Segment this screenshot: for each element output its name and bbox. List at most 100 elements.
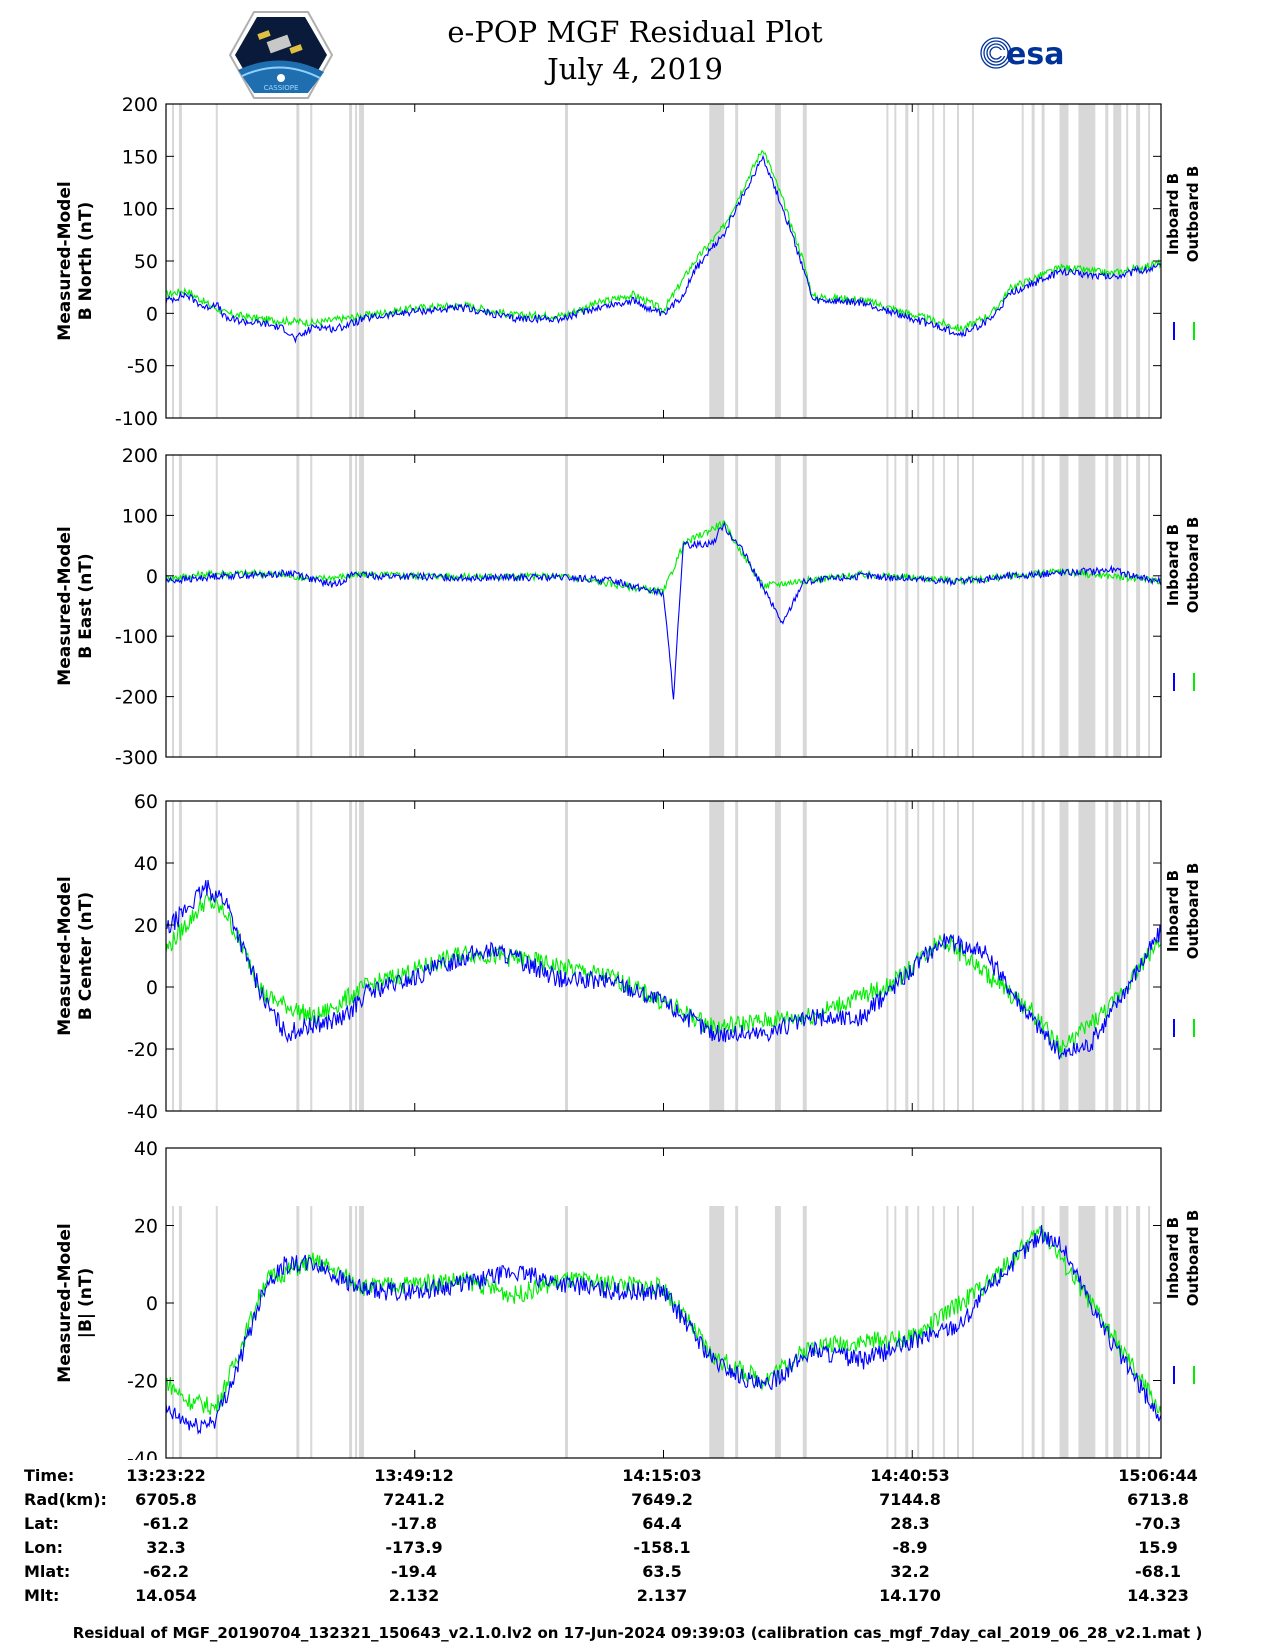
data-gap-region [1126, 1206, 1129, 1458]
legend-label: Inboard B [1164, 1217, 1182, 1299]
data-gap-region [735, 455, 739, 757]
data-gap-region [1059, 455, 1069, 757]
data-gap-region [171, 1206, 174, 1458]
data-gap-region [1059, 801, 1069, 1111]
y-axis-label-line1: Measured-Model [55, 876, 75, 1035]
data-gap-region [971, 104, 974, 418]
y-tick-label: -100 [115, 408, 158, 430]
info-cell: 14:40:53 [870, 1466, 950, 1485]
data-gap-region [296, 455, 300, 757]
panel-2: -300 -200 -100 0 100 200 Measured-Model B East … [55, 445, 1202, 769]
y-tick-label: 0 [146, 977, 158, 999]
y-tick-label: 200 [122, 94, 158, 116]
info-cell: 7649.2 [631, 1490, 693, 1509]
info-cell: -17.8 [390, 1514, 438, 1533]
data-gap-region [957, 104, 960, 418]
y-tick-label: 100 [122, 505, 158, 527]
data-gap-region [1078, 1206, 1096, 1458]
data-gap-region [1148, 1206, 1151, 1458]
data-gap-region [1126, 104, 1129, 418]
y-axis-label-line2: |B| (nT) [76, 1268, 96, 1339]
data-gap-region [774, 455, 781, 757]
data-gap-region [564, 104, 568, 418]
info-cell: 13:23:22 [126, 1466, 206, 1485]
esa-logo-text: esa [1006, 37, 1064, 70]
data-gap-region [894, 455, 897, 757]
y-tick-label: 20 [134, 915, 158, 937]
y-tick-label: -20 [127, 1039, 158, 1061]
data-gap-region [943, 801, 946, 1111]
y-tick-label: 40 [134, 853, 158, 875]
data-gap-region [355, 1206, 358, 1458]
legend-label: Outboard B [1184, 863, 1202, 960]
data-gap-region [774, 801, 781, 1111]
series-line-inboard-b [165, 879, 1162, 1060]
data-gap-region [349, 801, 353, 1111]
info-row-label: Rad(km): [24, 1490, 107, 1509]
data-gap-region [709, 104, 725, 418]
plot-frame [165, 103, 1162, 419]
data-gap-region [1148, 455, 1151, 757]
y-tick-label: -300 [115, 747, 158, 769]
data-gap-region [957, 1206, 960, 1458]
series-line-inboard-b [165, 1225, 1162, 1436]
data-gap-region [310, 1206, 313, 1458]
data-gap-region [971, 801, 974, 1111]
info-cell: 63.5 [642, 1562, 682, 1581]
y-tick-label: 200 [122, 445, 158, 467]
data-gap-region [943, 1206, 946, 1458]
info-cell: 64.4 [642, 1514, 682, 1533]
data-gap-region [349, 1206, 353, 1458]
info-cell: 15.9 [1138, 1538, 1178, 1557]
data-gap-region [1105, 104, 1109, 418]
data-gap-region [178, 1206, 182, 1458]
panel-4: -40 -20 0 20 40 Measured-Model |B| (nT) Inboard… [55, 1138, 1202, 1460]
data-gap-region [359, 455, 365, 757]
info-cell: 14.170 [879, 1586, 941, 1605]
footer-caption: Residual of MGF_20190704_132321_150643_v… [72, 1624, 1203, 1642]
data-gap-region [932, 801, 935, 1111]
plot-frame [165, 800, 1162, 1112]
data-gap-region [1078, 801, 1096, 1111]
data-gap-region [957, 455, 960, 757]
info-cell: 6705.8 [135, 1490, 197, 1509]
data-gap-region [1078, 104, 1096, 418]
info-row: Rad(km): 6705.8 7241.2 7649.2 7144.8 6713.8 [0, 1490, 1275, 1514]
info-cell: 28.3 [890, 1514, 930, 1533]
chart-title: e-POP MGF Residual Plot [447, 15, 823, 49]
data-gap-region [1041, 801, 1045, 1111]
info-row-label: Lat: [24, 1514, 60, 1533]
y-tick-label: 100 [122, 199, 158, 221]
series-line-outboard-b [165, 1226, 1162, 1416]
data-gap-region [894, 104, 897, 418]
data-gap-region [355, 801, 358, 1111]
data-gap-region [1031, 104, 1035, 418]
data-gap-region [564, 1206, 568, 1458]
y-tick-label: 40 [134, 1138, 158, 1160]
data-gap-region [1136, 801, 1141, 1111]
info-cell: 13:49:12 [374, 1466, 454, 1485]
data-gap-region [1113, 1206, 1122, 1458]
info-cell: 14:15:03 [622, 1466, 702, 1485]
data-gap-region [1021, 104, 1024, 418]
data-gap-region [171, 801, 174, 1111]
data-gap-region [1126, 455, 1129, 757]
data-gap-region [215, 801, 218, 1111]
data-gap-region [917, 104, 920, 418]
data-gap-region [355, 455, 358, 757]
data-gap-region [215, 455, 218, 757]
data-gap-region [1021, 1206, 1024, 1458]
data-gap-region [1113, 801, 1122, 1111]
data-gap-region [709, 1206, 725, 1458]
info-cell: 32.2 [890, 1562, 930, 1581]
info-row-label: Lon: [24, 1538, 63, 1557]
data-gap-region [802, 455, 807, 757]
data-gap-region [1041, 455, 1045, 757]
data-gap-region [943, 455, 946, 757]
data-gap-region [774, 1206, 781, 1458]
data-gap-region [1105, 455, 1109, 757]
info-cell: -8.9 [892, 1538, 928, 1557]
data-gap-region [1041, 104, 1045, 418]
y-axis-label-line2: B Center (nT) [76, 892, 96, 1020]
data-gap-region [1021, 455, 1024, 757]
